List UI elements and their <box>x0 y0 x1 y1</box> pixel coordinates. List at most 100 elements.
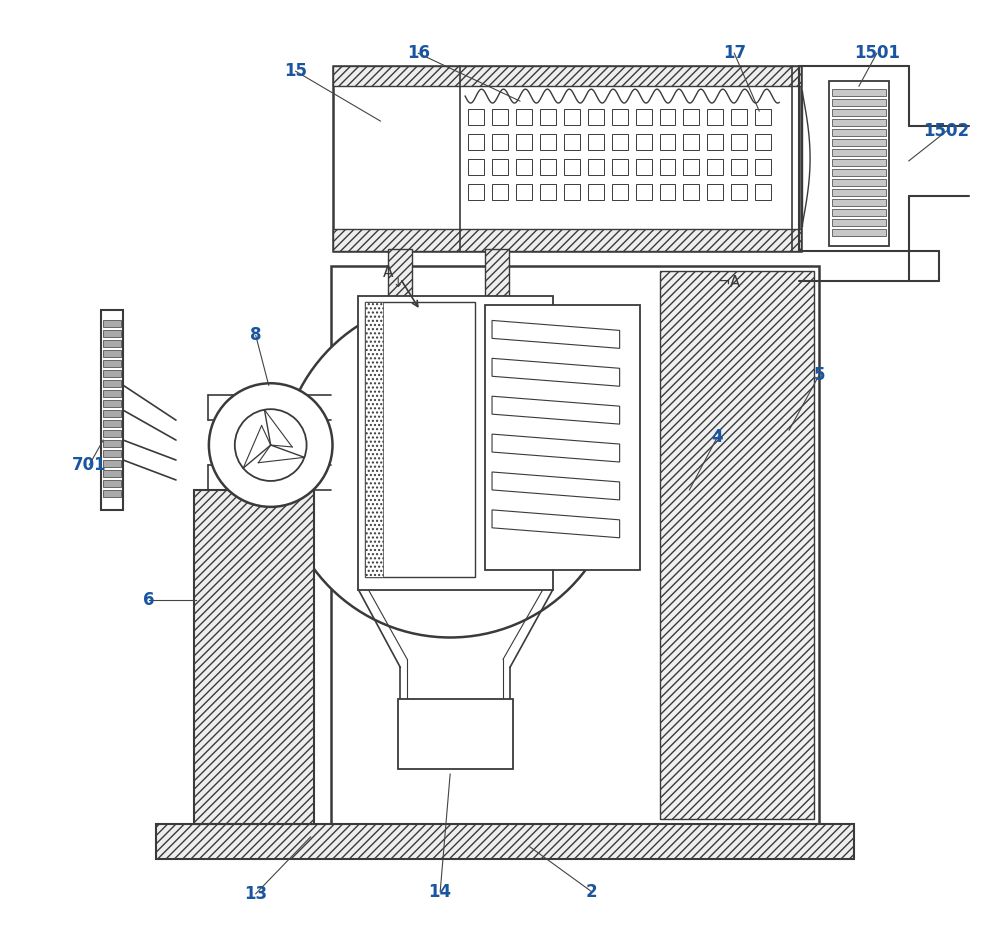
Polygon shape <box>492 320 620 348</box>
Bar <box>492 134 508 150</box>
Bar <box>103 490 121 497</box>
Bar <box>832 188 886 196</box>
Bar <box>832 218 886 226</box>
Bar <box>540 159 556 174</box>
Bar <box>588 134 604 150</box>
Bar <box>832 129 886 136</box>
Bar <box>492 109 508 125</box>
Bar <box>731 159 747 174</box>
Text: ¬A: ¬A <box>717 275 740 290</box>
Bar <box>156 824 854 859</box>
Polygon shape <box>492 509 620 537</box>
Polygon shape <box>492 358 620 386</box>
Bar <box>660 159 675 174</box>
Polygon shape <box>492 434 620 462</box>
Bar <box>660 271 814 819</box>
Bar <box>333 66 801 86</box>
Polygon shape <box>492 397 620 425</box>
Bar <box>103 370 121 377</box>
Bar <box>468 134 484 150</box>
Bar <box>468 184 484 200</box>
Bar <box>832 149 886 156</box>
Bar <box>612 159 628 174</box>
Bar <box>612 184 628 200</box>
Text: 16: 16 <box>407 44 430 63</box>
Text: 4: 4 <box>712 428 723 446</box>
Bar <box>103 320 121 327</box>
Bar <box>731 134 747 150</box>
Bar <box>636 134 652 150</box>
Bar <box>731 109 747 125</box>
Bar <box>103 381 121 387</box>
Bar <box>103 470 121 477</box>
Bar <box>683 184 699 200</box>
Bar <box>707 134 723 150</box>
Bar <box>103 360 121 368</box>
Text: A: A <box>383 265 394 280</box>
Text: 1502: 1502 <box>924 122 970 140</box>
Bar <box>832 99 886 106</box>
Bar <box>660 134 675 150</box>
Text: ↓: ↓ <box>392 277 403 290</box>
Bar <box>588 159 604 174</box>
Bar <box>832 169 886 175</box>
Bar <box>832 119 886 126</box>
Bar <box>468 109 484 125</box>
Bar <box>540 109 556 125</box>
Bar <box>832 139 886 146</box>
Bar <box>103 351 121 357</box>
Text: 1501: 1501 <box>854 44 900 63</box>
Bar <box>832 159 886 166</box>
Bar <box>588 184 604 200</box>
Bar <box>516 159 532 174</box>
Text: 17: 17 <box>723 44 746 63</box>
Text: 2: 2 <box>586 883 598 900</box>
Bar <box>485 249 509 299</box>
Bar <box>755 159 771 174</box>
Bar <box>194 490 314 824</box>
Bar <box>540 134 556 150</box>
Bar <box>516 134 532 150</box>
Circle shape <box>209 383 333 507</box>
Bar <box>103 411 121 417</box>
Bar <box>660 109 675 125</box>
Bar <box>731 184 747 200</box>
Bar <box>660 184 675 200</box>
Bar <box>636 184 652 200</box>
Bar <box>588 109 604 125</box>
Bar <box>612 134 628 150</box>
Bar <box>832 199 886 206</box>
Bar <box>103 440 121 447</box>
Bar <box>636 109 652 125</box>
Circle shape <box>281 299 620 637</box>
Circle shape <box>235 410 307 480</box>
Bar <box>707 109 723 125</box>
Bar <box>333 229 801 251</box>
Polygon shape <box>492 472 620 500</box>
Text: 8: 8 <box>250 327 261 344</box>
Text: 701: 701 <box>72 456 107 474</box>
Bar <box>103 341 121 347</box>
Bar <box>755 134 771 150</box>
Bar <box>564 134 580 150</box>
Bar <box>103 460 121 467</box>
Bar <box>103 430 121 437</box>
Bar <box>103 330 121 338</box>
Bar <box>103 420 121 427</box>
Bar <box>829 81 889 245</box>
Bar <box>365 302 383 577</box>
Bar <box>832 209 886 216</box>
Bar <box>832 179 886 186</box>
Bar <box>492 184 508 200</box>
Bar <box>388 249 412 299</box>
Bar <box>103 400 121 407</box>
Bar <box>564 184 580 200</box>
Bar <box>612 109 628 125</box>
Bar <box>683 159 699 174</box>
Bar <box>755 109 771 125</box>
Bar <box>683 109 699 125</box>
Bar <box>358 296 553 590</box>
Text: 13: 13 <box>244 884 267 903</box>
Bar <box>832 90 886 96</box>
Bar <box>707 159 723 174</box>
